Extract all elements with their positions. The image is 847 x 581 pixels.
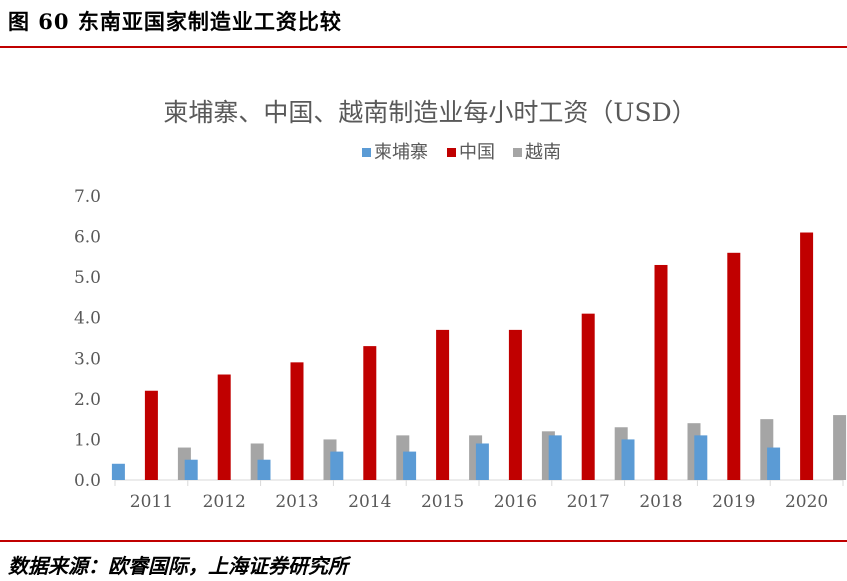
x-tick-label: 2014 <box>348 492 391 512</box>
bar-柬埔寨-2018 <box>621 439 635 480</box>
bar-柬埔寨-2020 <box>767 447 781 480</box>
x-tick-label: 2012 <box>203 492 246 512</box>
y-tick-label: 2.0 <box>74 390 101 410</box>
bar-越南-2020 <box>833 415 847 480</box>
bar-中国-2020 <box>800 232 814 480</box>
top-divider <box>0 46 847 48</box>
chart-title: 柬埔寨、中国、越南制造业每小时工资（USD） <box>163 98 696 127</box>
x-tick-label: 2015 <box>421 492 464 512</box>
legend-swatch-中国 <box>447 148 456 157</box>
legend-swatch-柬埔寨 <box>362 148 371 157</box>
y-tick-label: 6.0 <box>74 228 101 248</box>
legend-label: 越南 <box>525 142 561 163</box>
bar-中国-2018 <box>654 264 668 480</box>
bar-chart: 柬埔寨、中国、越南制造业每小时工资（USD） 柬埔寨 中国 越南 0.0 1.0 2.0… <box>74 98 847 512</box>
y-tick-label: 3.0 <box>74 349 101 369</box>
bar-柬埔寨-2013 <box>257 459 271 480</box>
y-tick-label: 4.0 <box>74 309 101 329</box>
bottom-divider <box>0 540 847 542</box>
data-source: 数据来源：欧睿国际，上海证券研究所 <box>8 554 348 578</box>
bar-中国-2013 <box>290 362 304 480</box>
y-tick-label: 0.0 <box>74 471 101 491</box>
bar-中国-2011 <box>144 390 158 480</box>
plot-area: 0.0 1.0 2.0 3.0 4.0 5.0 6.0 7.0 2011 2012 2013 2014… <box>74 187 847 512</box>
x-tick-label: 2018 <box>639 492 682 512</box>
y-tick-label: 1.0 <box>74 430 101 450</box>
x-tick-label: 2020 <box>785 492 828 512</box>
y-tick-label: 5.0 <box>74 268 101 288</box>
legend-label: 柬埔寨 <box>374 142 428 163</box>
figure-title: 图 60 东南亚国家制造业工资比较 <box>8 9 342 34</box>
bar-柬埔寨-2016 <box>475 443 489 480</box>
bar-中国-2019 <box>727 252 741 480</box>
chart-legend: 柬埔寨 中国 越南 <box>362 142 561 163</box>
x-tick-label: 2016 <box>494 492 537 512</box>
bar-中国-2015 <box>436 329 450 480</box>
x-tick-label: 2013 <box>275 492 318 512</box>
bar-柬埔寨-2017 <box>548 435 562 480</box>
bar-柬埔寨-2012 <box>184 459 198 480</box>
bar-柬埔寨-2014 <box>330 451 344 480</box>
legend-swatch-越南 <box>513 148 522 157</box>
bar-柬埔寨-2015 <box>403 451 417 480</box>
bar-中国-2017 <box>581 313 595 480</box>
bar-柬埔寨-2019 <box>694 435 708 480</box>
x-tick-label: 2011 <box>130 492 173 512</box>
bar-中国-2016 <box>508 329 522 480</box>
legend-label: 中国 <box>459 142 495 163</box>
x-tick-label: 2017 <box>567 492 610 512</box>
x-tick-label: 2019 <box>712 492 755 512</box>
bar-中国-2012 <box>217 374 231 480</box>
y-tick-label: 7.0 <box>74 187 101 207</box>
bar-柬埔寨-2011 <box>111 463 125 480</box>
bar-中国-2014 <box>363 346 377 480</box>
